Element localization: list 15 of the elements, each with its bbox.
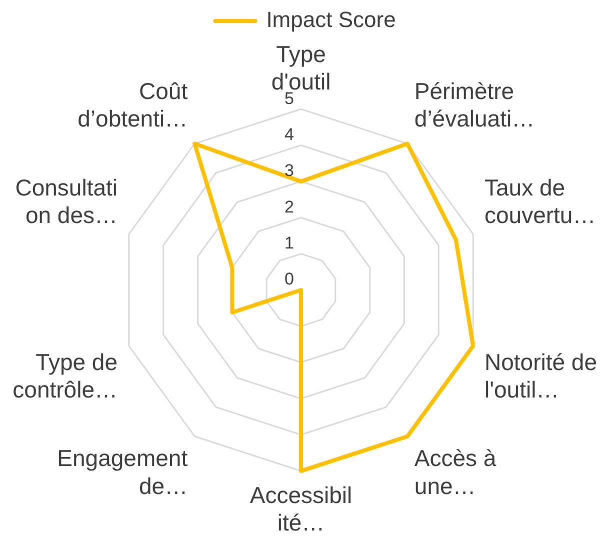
spoke-label: Engagement de… <box>57 445 188 499</box>
spoke-label: Périmètre d’évaluati… <box>414 78 535 132</box>
spoke-label: Notorité de l'outil… <box>484 348 598 402</box>
y-tick-label: 1 <box>284 234 294 252</box>
spoke-label: Type de contrôle… <box>12 348 118 402</box>
spoke-label: Accès à une… <box>414 445 496 499</box>
y-tick-label: 0 <box>284 270 294 289</box>
y-tick-label: 2 <box>284 197 294 216</box>
spoke-label: Taux de couvertu… <box>484 174 596 228</box>
legend-label: Impact Score <box>266 7 396 32</box>
y-tick-label: 4 <box>284 124 294 144</box>
spoke-label: Consultation des… <box>15 174 118 228</box>
spoke-label: Accessibilité… <box>250 482 352 536</box>
spoke-label: Coût d’obtenti… <box>78 78 188 132</box>
y-tick-label: 3 <box>284 161 294 180</box>
